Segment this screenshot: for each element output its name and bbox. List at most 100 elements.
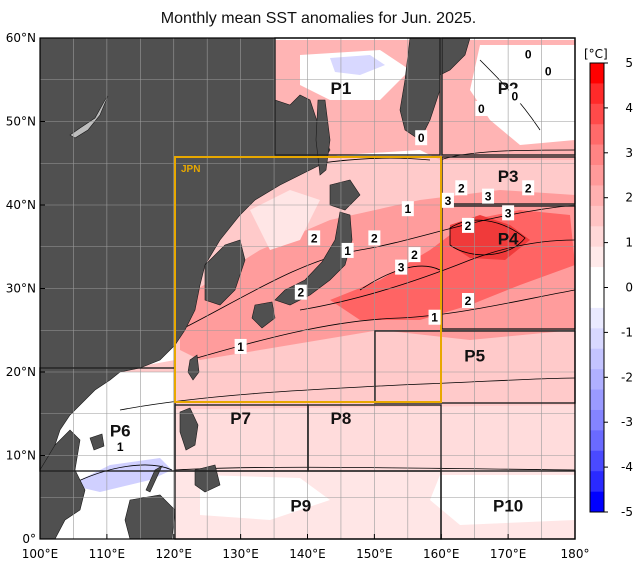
contour-label-text: 1 [237, 340, 244, 354]
colorbar-tick-label: 2 [625, 191, 633, 205]
contour-label-bg [114, 439, 127, 455]
colorbar-segment [590, 450, 604, 472]
colorbar-tick-label: -3 [621, 415, 633, 429]
lat-label: 40°N [6, 198, 36, 212]
contour-label-bg [415, 130, 428, 146]
contour-label: 2 [455, 180, 468, 196]
contour-label: 2 [462, 217, 474, 233]
land-mindanao [194, 464, 221, 493]
colorbar-segment [590, 144, 604, 166]
contour-label-text: 2 [525, 181, 532, 195]
colorbar-tick-label: -4 [621, 460, 633, 474]
land-hokkaido [329, 179, 361, 211]
colorbar-unit: [°C] [584, 47, 608, 61]
colorbar-segment [590, 124, 604, 145]
land-hainan [89, 433, 105, 451]
region-label-p3: P3 [498, 167, 519, 186]
colorbar-tick-label: 4 [625, 101, 633, 115]
contour-label-text: 3 [505, 206, 512, 220]
land-palawan [145, 465, 163, 493]
colorbar-segment [590, 491, 604, 513]
contour-label: 2 [308, 230, 321, 246]
contour-label: 0 [508, 88, 521, 104]
land-honshu [274, 211, 353, 306]
contour-label-bg [395, 259, 408, 275]
contour-label-bg [408, 247, 421, 263]
contour-label-text: 2 [411, 248, 418, 262]
lat-label: 30°N [6, 282, 36, 296]
anomaly-area-tropics [120, 405, 575, 470]
colorbar-tick-label: 0 [625, 281, 633, 295]
lon-label: 180° [561, 547, 590, 561]
lon-label: 170°E [490, 547, 527, 561]
land-borneo [124, 494, 176, 539]
contour-label-text: 2 [465, 294, 472, 308]
colorbar-tick-label: -5 [621, 505, 633, 519]
land-taiwan [187, 354, 200, 381]
lat-label: 20°N [6, 365, 36, 379]
contour-label: 1 [428, 309, 441, 325]
colorbar-segment [590, 63, 604, 84]
contour-label: 1 [114, 439, 127, 455]
lat-label: 0° [22, 532, 36, 546]
region-label-p4: P4 [498, 229, 519, 248]
anomaly-area-okhotsk-neutral [300, 50, 410, 100]
lon-label: 120°E [156, 547, 193, 561]
contour-label: 3 [502, 205, 515, 221]
land-asia-mainland [40, 38, 331, 471]
contour-label-text: 1 [404, 202, 411, 216]
lon-label: 100°E [22, 547, 59, 561]
anomaly-area-okhotsk-cool [330, 55, 385, 75]
contour-label: 3 [395, 259, 408, 275]
land-luzon [179, 407, 199, 451]
colorbar-segment [590, 328, 604, 350]
contour-label-text: 1 [117, 440, 124, 454]
contour-label-text: 1 [431, 311, 438, 325]
axis-labels: 100°E 110°E 120°E 130°E 140°E 150°E 160°E 170°E… [6, 31, 590, 561]
contour-label-text: 2 [458, 181, 465, 195]
contour-label: 1 [234, 338, 247, 354]
colorbar-tick-label: -1 [621, 325, 633, 339]
contour-label-bg [462, 217, 474, 233]
colorbar-segment [590, 165, 604, 186]
contour-label-bg [455, 180, 468, 196]
contour-label-bg [368, 230, 381, 246]
colorbar-segment [590, 307, 604, 329]
contour-label-text: 0 [525, 48, 532, 62]
lat-label: 10°N [6, 449, 36, 463]
colorbar-tick-label: -2 [621, 370, 633, 384]
region-label-p9: P9 [290, 497, 311, 516]
contour-label-bg [475, 100, 488, 116]
contour-label: 2 [522, 180, 535, 196]
colorbar-segment [590, 205, 604, 227]
contour-label-bg [341, 242, 354, 258]
lat-label: 50°N [6, 115, 36, 129]
lon-label: 130°E [222, 547, 259, 561]
land-kyushu [251, 301, 276, 329]
contour-label-bg [508, 88, 521, 104]
colorbar-segment [590, 471, 604, 492]
colorbar-tick-label: 3 [625, 146, 633, 160]
colorbar-segment [590, 226, 604, 247]
contour-label-bg [502, 205, 515, 221]
colorbar-segment [590, 287, 604, 309]
region-label-p10: P10 [493, 497, 523, 516]
contour-label-text: 1 [344, 244, 351, 258]
jpn-region-label: JPN [181, 164, 200, 175]
region-label-p6: P6 [110, 421, 131, 440]
region-label-p7: P7 [230, 409, 251, 428]
contour-label-text: 3 [485, 190, 492, 204]
contour-label-text: 0 [511, 89, 518, 103]
anomaly-area-south-neutral-2 [430, 475, 575, 525]
land-masses [40, 38, 471, 539]
contour-label: 3 [441, 192, 454, 208]
anomaly-area-south-china-sea-cool [70, 458, 172, 492]
graticule [40, 38, 575, 539]
colorbar-segment [590, 369, 604, 390]
contour-label-bg [441, 192, 454, 208]
contour-label: 0 [415, 130, 428, 146]
contour-label-bg [542, 63, 555, 79]
contour-label-text: 3 [445, 194, 452, 208]
colorbar: 5 4 3 2 1 0 -1 -2 -3 -4 -5 [589, 56, 633, 519]
contour-label-text: 2 [371, 231, 378, 245]
